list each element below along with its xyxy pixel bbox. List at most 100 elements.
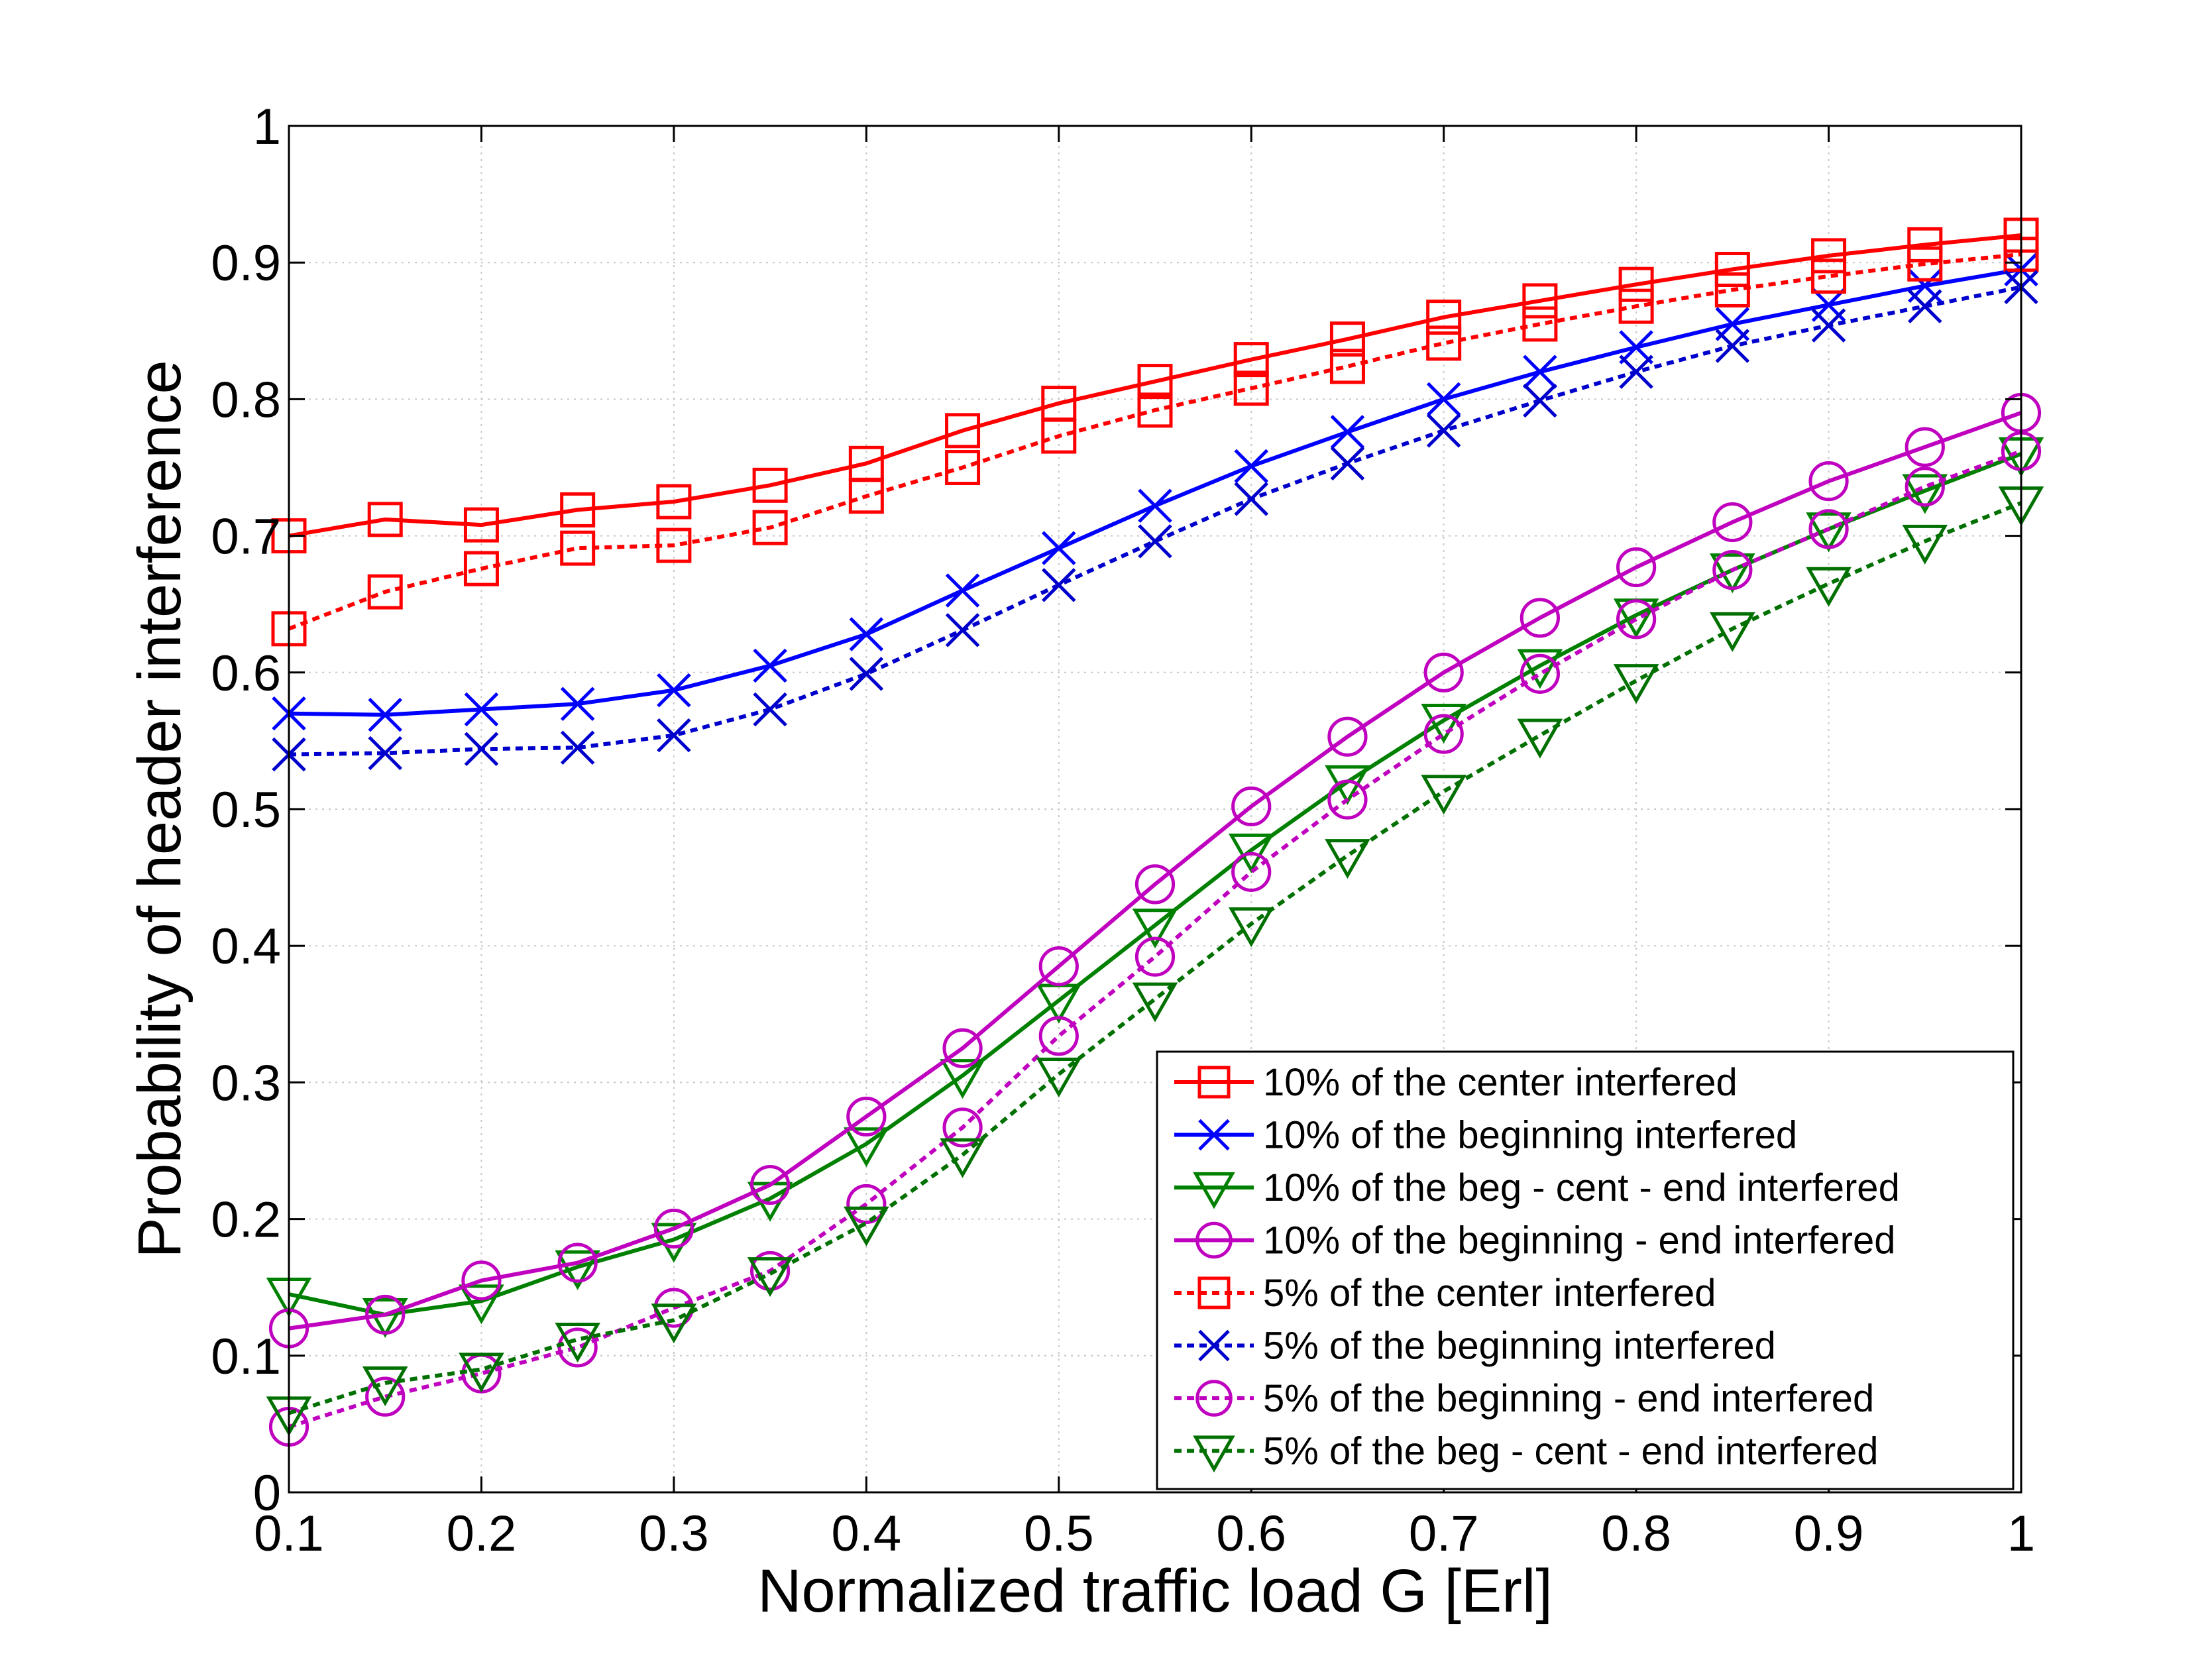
square-marker [656,484,692,520]
legend-entry: 10% of the center interfered [1174,1061,1738,1104]
legend-entry: 5% of the center interfered [1174,1272,1716,1315]
circle-marker [1712,502,1753,543]
triangle-down-marker [1193,1435,1235,1473]
x-marker [464,692,499,727]
triangle-down-marker [1228,907,1274,948]
x-marker [1330,446,1365,481]
x-marker [560,730,595,765]
triangle-down-marker [1132,982,1178,1022]
legend-label: 10% of the beg - cent - end interfered [1263,1166,1900,1209]
series-4 [268,392,2042,1349]
circle-marker [942,1107,983,1148]
circle-marker [750,1164,791,1205]
triangle-down-marker [651,1303,697,1344]
series-line [288,233,2022,538]
triangle-down-marker [1421,775,1466,815]
y-tick-label: 0.4 [211,918,281,975]
circle-marker [557,1327,598,1368]
triangle-down-marker [844,1206,889,1246]
x-marker [1811,308,1846,343]
x-marker [657,718,691,753]
triangle-down-marker [747,1257,793,1298]
x-tick-label: 0.5 [1024,1506,1094,1562]
series-line [288,449,2022,1429]
x-marker [1138,524,1172,559]
triangle-down-marker [1902,524,1948,565]
circle-marker [846,1096,887,1137]
square-marker [1197,1276,1231,1309]
y-tick-label: 1 [253,99,281,155]
x-marker [945,613,980,647]
x-tick-label: 0.6 [1216,1506,1286,1562]
square-marker [1714,252,1750,288]
square-marker [367,574,403,610]
legend-entry: 5% of the beg - cent - end interfered [1174,1430,1879,1473]
square-marker [1907,227,1943,262]
x-marker [1042,568,1076,602]
circle-marker [1616,547,1657,588]
square-marker [848,478,884,514]
circle-marker [365,1376,406,1417]
triangle-down-marker [555,1250,600,1290]
triangle-down-marker [1806,512,1852,553]
triangle-down-marker [1228,833,1274,873]
y-tick-label: 0.2 [211,1192,281,1248]
square-marker [1233,342,1269,378]
series-line [288,411,2022,1331]
x-tick-label: 0.1 [254,1506,324,1562]
circle-marker [461,1260,502,1301]
x-marker [1198,1329,1230,1362]
square-marker [367,502,403,537]
y-tick-label: 0.3 [211,1055,281,1111]
circle-marker [653,1208,694,1249]
circle-marker [557,1243,598,1283]
square-marker [1137,364,1173,400]
square-marker [560,530,596,566]
x-marker [849,617,884,651]
circle-marker [1520,653,1560,694]
legend-label: 5% of the beg - cent - end interfered [1263,1430,1879,1473]
triangle-down-marker [1517,718,1563,759]
series-1 [271,217,2039,554]
triangle-down-marker [362,1366,408,1407]
triangle-down-marker [1902,474,1948,514]
x-marker [1198,1119,1230,1151]
x-marker [849,657,884,691]
circle-marker [1905,427,1945,467]
x-tick-label: 0.9 [1794,1506,1864,1562]
square-marker [1907,246,1943,282]
legend-label: 10% of the beginning - end interfered [1263,1219,1895,1262]
square-marker [656,527,692,563]
triangle-down-marker [459,1284,504,1325]
x-marker [1908,289,1942,323]
circle-marker [1327,779,1368,820]
triangle-down-marker [1036,1058,1082,1098]
square-marker [1811,238,1847,274]
x-marker [945,573,980,608]
x-marker [1426,382,1461,417]
y-tick-label: 0.9 [211,235,281,292]
triangle-down-marker [1806,567,1852,607]
square-marker [1233,370,1269,406]
y-tick-label: 0.1 [211,1329,281,1385]
square-marker [1714,272,1750,307]
y-axis-title: Probability of header interference [126,360,194,1258]
x-tick-label: 0.8 [1601,1506,1671,1562]
circle-marker [1905,467,1945,507]
legend-entry: 10% of the beginning interfered [1174,1114,1797,1157]
x-marker [1523,355,1557,389]
square-marker [1618,266,1654,302]
legend: 10% of the center interfered 10% of the b… [1156,1050,2015,1490]
x-tick-label: 0.7 [1409,1506,1479,1562]
y-tick-label: 0.7 [211,509,281,565]
y-tick-label: 0.5 [211,782,281,838]
square-marker [1522,283,1558,319]
legend-label: 5% of the beginning interfered [1263,1325,1776,1368]
legend-entry: 5% of the beginning interfered [1174,1325,1776,1368]
x-marker [1138,488,1172,524]
square-marker [1197,1066,1231,1099]
x-marker [1042,531,1076,565]
triangle-down-marker [1517,649,1563,689]
x-axis-title: Normalized traffic load G [Erl] [757,1557,1553,1625]
